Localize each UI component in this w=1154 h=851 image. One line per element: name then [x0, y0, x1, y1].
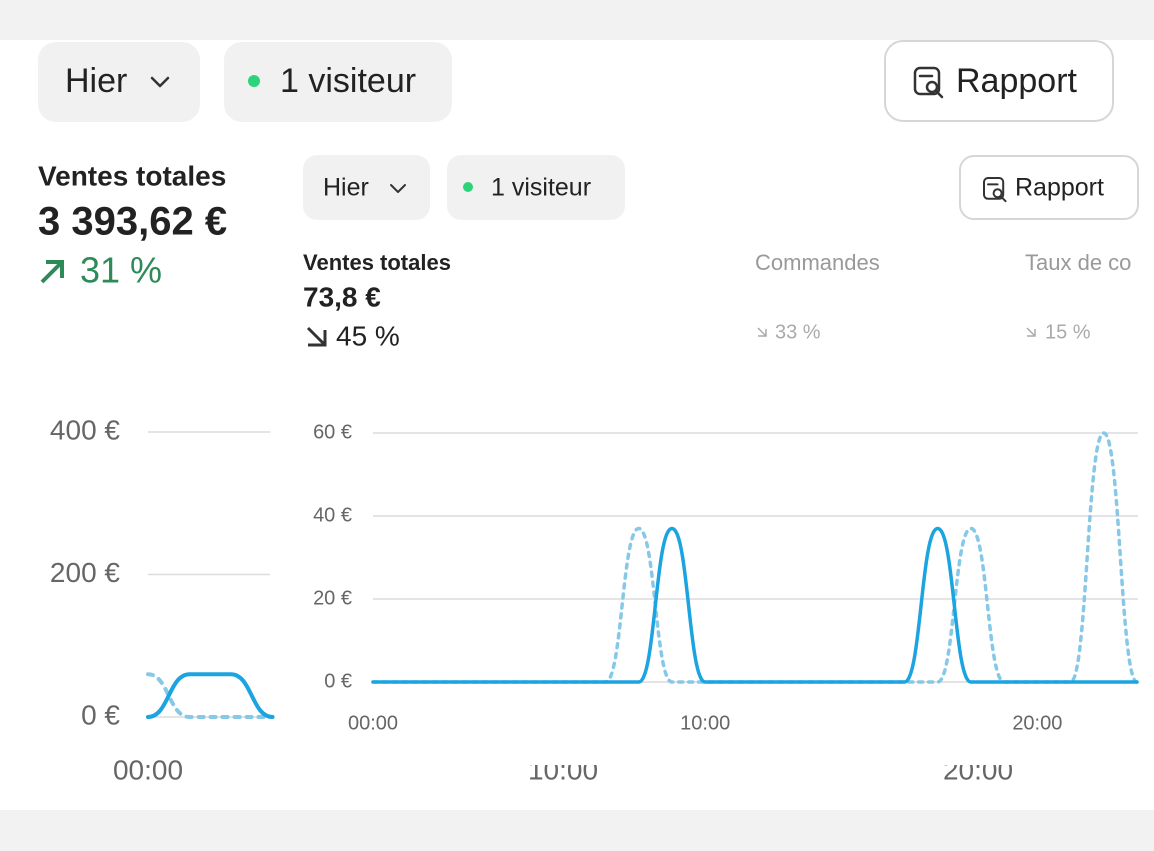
metric-label: Commandes: [755, 250, 880, 275]
up-arrow: [40, 260, 64, 284]
series-line: [371, 526, 1139, 684]
metric-label: Ventes totales: [38, 160, 226, 191]
series-line: [146, 672, 275, 720]
period-button[interactable]: [38, 42, 200, 122]
x-tick-label: 00:00: [113, 754, 183, 785]
live-dot: [463, 182, 473, 192]
metric-change: 31 %: [80, 250, 162, 291]
metric-change: 33 %: [775, 321, 821, 343]
report-label: Rapport: [1015, 174, 1104, 202]
report-button[interactable]: [884, 40, 1114, 122]
foreground-view: Hier 1 visiteur Rapport Ventes totales 7…: [288, 140, 1154, 765]
metric-change: 45 %: [336, 320, 400, 351]
metric-change: 15 %: [1045, 321, 1091, 343]
y-tick-label: 200 €: [50, 557, 120, 588]
y-tick-label: 60 €: [313, 421, 352, 443]
down-arrow: [306, 326, 327, 347]
x-tick-label: 10:00: [680, 712, 730, 734]
report-icon: [913, 66, 944, 99]
period-label: Hier: [65, 62, 127, 100]
report-button[interactable]: [959, 155, 1139, 220]
y-tick-label: 20 €: [313, 587, 352, 609]
visitors-button[interactable]: [224, 42, 452, 122]
background-view: 0 € 200 € 400 € 00:00 10:00 20:00 Hier 1 visi…: [38, 40, 1114, 785]
chevron: [390, 184, 406, 193]
y-tick-label: 0 €: [324, 670, 352, 692]
period-label: Hier: [323, 174, 369, 202]
report-label: Rapport: [956, 62, 1078, 100]
y-tick-label: 400 €: [50, 414, 120, 445]
down-arrow: [757, 327, 767, 337]
background-chart: 0 €200 €400 €00:00 10:00 20:00: [50, 414, 1013, 785]
x-tick-label: 20:00: [1012, 712, 1062, 734]
x-tick-label: 00:00: [348, 712, 398, 734]
visitors-button[interactable]: [447, 155, 625, 220]
foreground-chart: 0 € 20 € 40 € 60 € 00:00 10:00 20:00: [313, 421, 1139, 734]
chevron: [150, 76, 170, 88]
visitors-label: 1 visiteur: [280, 62, 416, 100]
overlay-panel: [288, 140, 1154, 765]
y-tick-label: 40 €: [313, 504, 352, 526]
y-tick-label: 0 €: [81, 699, 120, 730]
metric-value: 73,8 €: [303, 281, 381, 312]
metric-value: 3 393,62 €: [38, 200, 227, 244]
series-line: [146, 672, 275, 719]
report-icon: [982, 176, 1007, 203]
visitors-label: 1 visiteur: [491, 174, 591, 202]
live-dot: [248, 75, 260, 87]
down-arrow: [1026, 327, 1036, 337]
metric-label: Taux de co: [1025, 250, 1131, 275]
metric-label: Ventes totales: [303, 250, 451, 275]
period-button[interactable]: [303, 155, 430, 220]
